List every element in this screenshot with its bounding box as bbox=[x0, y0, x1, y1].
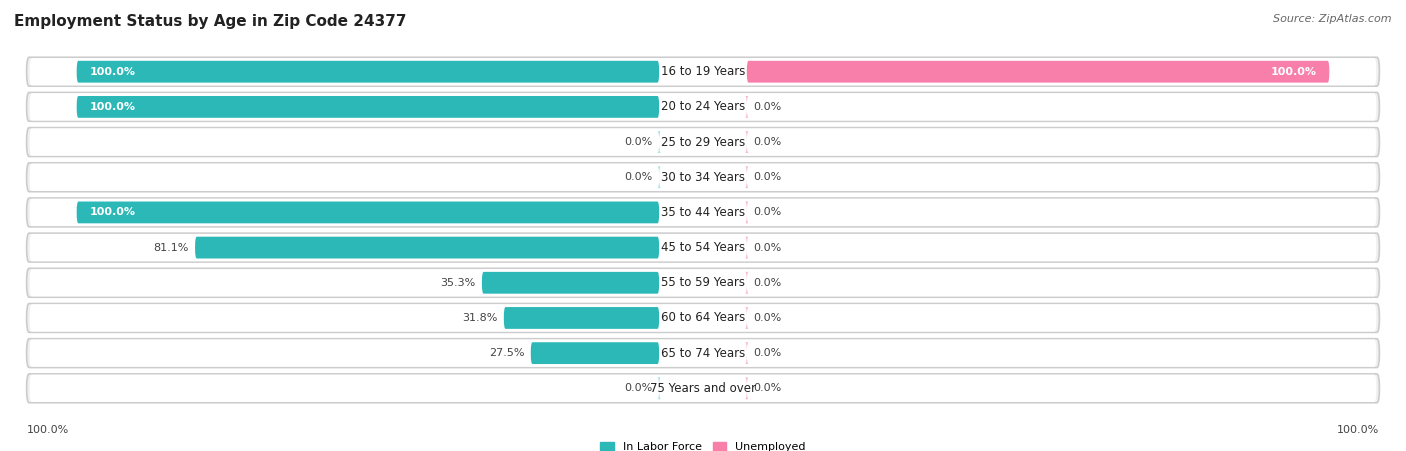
Text: 25 to 29 Years: 25 to 29 Years bbox=[661, 136, 745, 148]
Text: 75 Years and over: 75 Years and over bbox=[650, 382, 756, 395]
Text: 0.0%: 0.0% bbox=[624, 172, 652, 182]
Text: 0.0%: 0.0% bbox=[754, 243, 782, 253]
FancyBboxPatch shape bbox=[27, 304, 1379, 332]
FancyBboxPatch shape bbox=[30, 234, 1376, 261]
Text: 0.0%: 0.0% bbox=[754, 102, 782, 112]
Text: 100.0%: 100.0% bbox=[1337, 425, 1379, 435]
Text: 60 to 64 Years: 60 to 64 Years bbox=[661, 312, 745, 324]
FancyBboxPatch shape bbox=[30, 304, 1376, 331]
Text: 30 to 34 Years: 30 to 34 Years bbox=[661, 171, 745, 184]
FancyBboxPatch shape bbox=[658, 166, 661, 188]
FancyBboxPatch shape bbox=[27, 163, 1379, 192]
Text: 35 to 44 Years: 35 to 44 Years bbox=[661, 206, 745, 219]
Text: 55 to 59 Years: 55 to 59 Years bbox=[661, 276, 745, 289]
Text: 0.0%: 0.0% bbox=[754, 278, 782, 288]
FancyBboxPatch shape bbox=[745, 272, 748, 294]
FancyBboxPatch shape bbox=[77, 202, 659, 223]
Text: 20 to 24 Years: 20 to 24 Years bbox=[661, 101, 745, 113]
FancyBboxPatch shape bbox=[745, 131, 748, 153]
FancyBboxPatch shape bbox=[482, 272, 659, 294]
FancyBboxPatch shape bbox=[745, 342, 748, 364]
Text: 0.0%: 0.0% bbox=[624, 383, 652, 393]
Text: 100.0%: 100.0% bbox=[89, 207, 135, 217]
FancyBboxPatch shape bbox=[503, 307, 659, 329]
Text: 65 to 74 Years: 65 to 74 Years bbox=[661, 347, 745, 359]
FancyBboxPatch shape bbox=[77, 96, 659, 118]
Text: 31.8%: 31.8% bbox=[463, 313, 498, 323]
FancyBboxPatch shape bbox=[658, 377, 661, 399]
Text: 100.0%: 100.0% bbox=[27, 425, 69, 435]
FancyBboxPatch shape bbox=[745, 166, 748, 188]
Text: 0.0%: 0.0% bbox=[754, 348, 782, 358]
FancyBboxPatch shape bbox=[745, 96, 748, 118]
FancyBboxPatch shape bbox=[30, 375, 1376, 402]
FancyBboxPatch shape bbox=[27, 374, 1379, 403]
FancyBboxPatch shape bbox=[30, 93, 1376, 120]
Text: 16 to 19 Years: 16 to 19 Years bbox=[661, 65, 745, 78]
FancyBboxPatch shape bbox=[30, 340, 1376, 367]
FancyBboxPatch shape bbox=[27, 268, 1379, 297]
Legend: In Labor Force, Unemployed: In Labor Force, Unemployed bbox=[596, 437, 810, 451]
FancyBboxPatch shape bbox=[30, 269, 1376, 296]
FancyBboxPatch shape bbox=[27, 57, 1379, 86]
FancyBboxPatch shape bbox=[745, 307, 748, 329]
FancyBboxPatch shape bbox=[30, 164, 1376, 191]
Text: Employment Status by Age in Zip Code 24377: Employment Status by Age in Zip Code 243… bbox=[14, 14, 406, 28]
Text: 0.0%: 0.0% bbox=[754, 137, 782, 147]
Text: 100.0%: 100.0% bbox=[1271, 67, 1317, 77]
Text: 100.0%: 100.0% bbox=[89, 67, 135, 77]
Text: 45 to 54 Years: 45 to 54 Years bbox=[661, 241, 745, 254]
FancyBboxPatch shape bbox=[747, 61, 1329, 83]
FancyBboxPatch shape bbox=[27, 128, 1379, 156]
Text: 0.0%: 0.0% bbox=[754, 383, 782, 393]
FancyBboxPatch shape bbox=[30, 199, 1376, 226]
FancyBboxPatch shape bbox=[745, 237, 748, 258]
FancyBboxPatch shape bbox=[77, 61, 659, 83]
FancyBboxPatch shape bbox=[27, 92, 1379, 121]
Text: 0.0%: 0.0% bbox=[624, 137, 652, 147]
FancyBboxPatch shape bbox=[27, 339, 1379, 368]
Text: 35.3%: 35.3% bbox=[440, 278, 475, 288]
Text: 0.0%: 0.0% bbox=[754, 313, 782, 323]
Text: 0.0%: 0.0% bbox=[754, 207, 782, 217]
FancyBboxPatch shape bbox=[745, 377, 748, 399]
FancyBboxPatch shape bbox=[745, 202, 748, 223]
FancyBboxPatch shape bbox=[30, 58, 1376, 85]
FancyBboxPatch shape bbox=[27, 233, 1379, 262]
FancyBboxPatch shape bbox=[30, 129, 1376, 156]
Text: 81.1%: 81.1% bbox=[153, 243, 188, 253]
FancyBboxPatch shape bbox=[195, 237, 659, 258]
FancyBboxPatch shape bbox=[27, 198, 1379, 227]
FancyBboxPatch shape bbox=[658, 131, 661, 153]
Text: 0.0%: 0.0% bbox=[754, 172, 782, 182]
FancyBboxPatch shape bbox=[531, 342, 659, 364]
Text: 27.5%: 27.5% bbox=[489, 348, 524, 358]
Text: 100.0%: 100.0% bbox=[89, 102, 135, 112]
Text: Source: ZipAtlas.com: Source: ZipAtlas.com bbox=[1274, 14, 1392, 23]
